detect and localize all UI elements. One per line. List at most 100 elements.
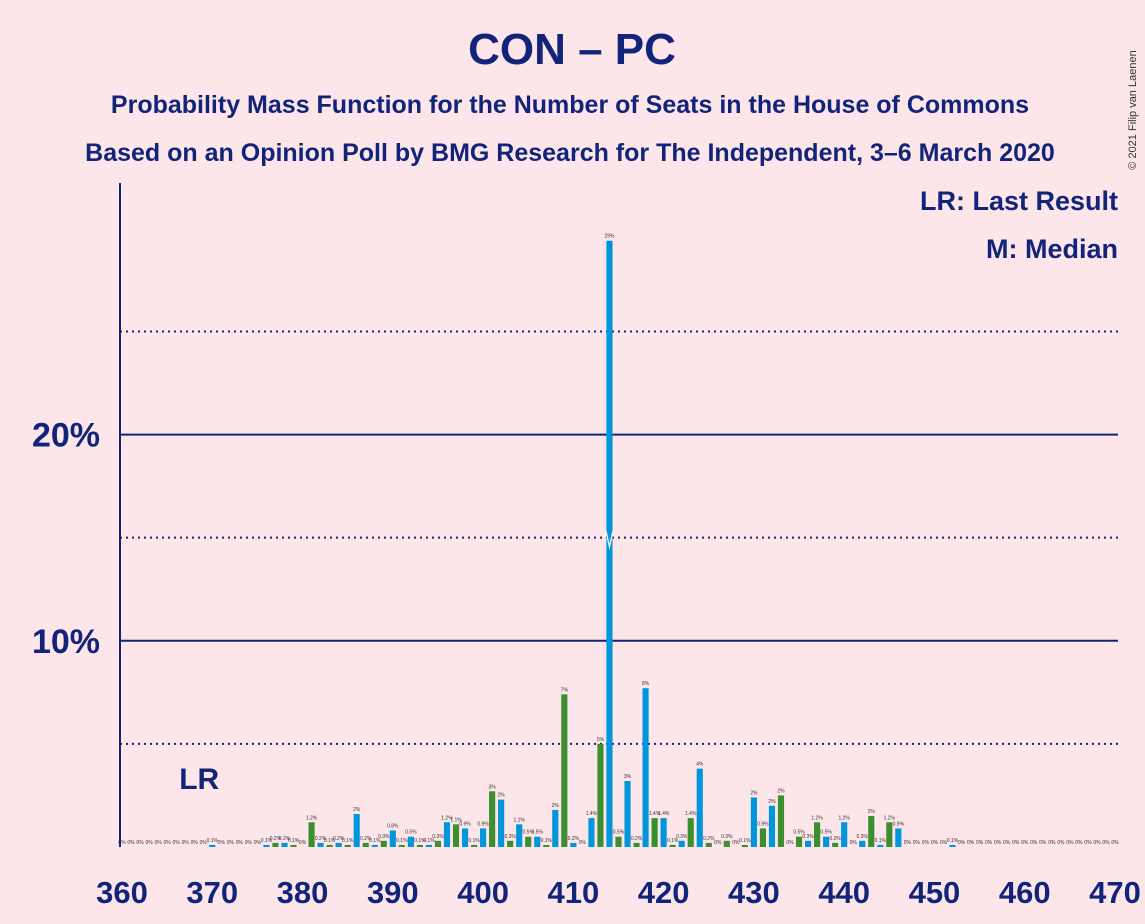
bar: [281, 842, 288, 847]
data-label: 0%: [254, 840, 262, 846]
bar: [669, 844, 676, 847]
data-label: 0.1%: [324, 838, 336, 844]
data-label: 0.1%: [541, 838, 553, 844]
bar: [759, 828, 767, 847]
data-label: 4%: [696, 762, 704, 768]
data-label: 2%: [552, 803, 560, 809]
bar: [633, 842, 640, 847]
bar: [877, 844, 884, 847]
bar: [678, 840, 685, 847]
data-label: 0.2%: [279, 836, 291, 842]
last-result-label: LR: [179, 763, 219, 796]
data-label: 29%: [604, 234, 615, 240]
data-label: 1.2%: [884, 815, 896, 821]
data-label: 1.1%: [513, 817, 525, 823]
data-label: 0.5%: [523, 830, 535, 836]
x-tick-label: 450: [909, 875, 961, 910]
legend-entry: LR: Last Result: [920, 186, 1118, 216]
data-label: 2%: [498, 793, 506, 799]
data-label: 0.5%: [820, 830, 832, 836]
bar: [371, 844, 378, 847]
data-label: 0%: [931, 840, 939, 846]
data-label: 0%: [985, 840, 993, 846]
bar: [498, 799, 505, 847]
data-label: 0%: [1066, 840, 1074, 846]
x-tick-label: 370: [186, 875, 238, 910]
data-label: 0.3%: [676, 834, 688, 840]
bar: [308, 822, 315, 847]
data-label: 0%: [1093, 840, 1101, 846]
chart-subtitle: Based on an Opinion Poll by BMG Research…: [85, 139, 1055, 167]
x-tick-label: 410: [547, 875, 599, 910]
bar: [525, 836, 532, 847]
bar: [209, 844, 216, 847]
data-label: 0.9%: [477, 821, 489, 827]
bar: [777, 795, 785, 847]
data-label: 0.1%: [288, 838, 300, 844]
bar: [723, 840, 730, 847]
data-label: 0%: [191, 840, 199, 846]
bar: [660, 818, 667, 847]
data-label: 0.2%: [360, 836, 372, 842]
data-label: 0%: [1084, 840, 1092, 846]
data-label: 0%: [1057, 840, 1065, 846]
bar: [841, 822, 848, 847]
data-label: 0.1%: [667, 838, 679, 844]
chart-title: CON – PC: [468, 25, 676, 74]
x-tick-label: 380: [277, 875, 329, 910]
data-label: 1.4%: [685, 811, 697, 817]
data-label: 5%: [597, 737, 605, 743]
data-label: 2%: [353, 807, 361, 813]
data-label: 0%: [958, 840, 966, 846]
data-label: 0.5%: [405, 830, 417, 836]
bar: [795, 836, 803, 847]
y-tick-label: 20%: [32, 417, 100, 455]
data-label: 3%: [489, 784, 497, 790]
x-tick-label: 390: [367, 875, 419, 910]
data-label: 0.9%: [757, 821, 769, 827]
bar: [317, 842, 324, 847]
data-label: 0.3%: [857, 834, 869, 840]
data-label: 0%: [200, 840, 208, 846]
x-tick-label: 420: [638, 875, 690, 910]
bar: [561, 694, 568, 847]
bar: [552, 809, 559, 847]
data-label: 0.1%: [739, 838, 751, 844]
data-label: 0%: [940, 840, 948, 846]
bar: [651, 818, 658, 847]
data-label: 0%: [904, 840, 912, 846]
data-label: 0%: [127, 840, 135, 846]
x-tick-label: 360: [96, 875, 148, 910]
bar: [489, 791, 496, 847]
data-label: 0.9%: [893, 821, 905, 827]
data-label: 0.8%: [387, 824, 399, 830]
bar: [380, 840, 387, 847]
data-label: 0%: [1111, 840, 1119, 846]
data-label: 0%: [1012, 840, 1020, 846]
data-label: 0%: [145, 840, 153, 846]
data-label: 0.1%: [875, 838, 887, 844]
credit: © 2021 Filip van Laenen: [1127, 50, 1139, 169]
data-label: 0.5%: [613, 830, 625, 836]
bar: [597, 743, 604, 847]
bar: [335, 842, 342, 847]
data-label: 3%: [624, 774, 632, 780]
data-label: 2%: [868, 809, 876, 815]
bar: [434, 840, 442, 847]
data-label: 1.4%: [649, 811, 661, 817]
x-tick-label: 400: [457, 875, 509, 910]
bar: [507, 840, 514, 847]
data-label: 0%: [579, 840, 587, 846]
chart-subtitle: Probability Mass Function for the Number…: [111, 91, 1029, 119]
data-label: 0.2%: [315, 836, 327, 842]
bar: [362, 842, 369, 847]
data-label: 0%: [173, 840, 181, 846]
data-label: 0.2%: [270, 836, 282, 842]
data-label: 0.1%: [947, 838, 959, 844]
data-label: 0%: [922, 840, 930, 846]
data-label: 0%: [245, 840, 253, 846]
bar: [353, 814, 360, 847]
data-label: 0%: [1048, 840, 1056, 846]
data-label: 0%: [976, 840, 984, 846]
